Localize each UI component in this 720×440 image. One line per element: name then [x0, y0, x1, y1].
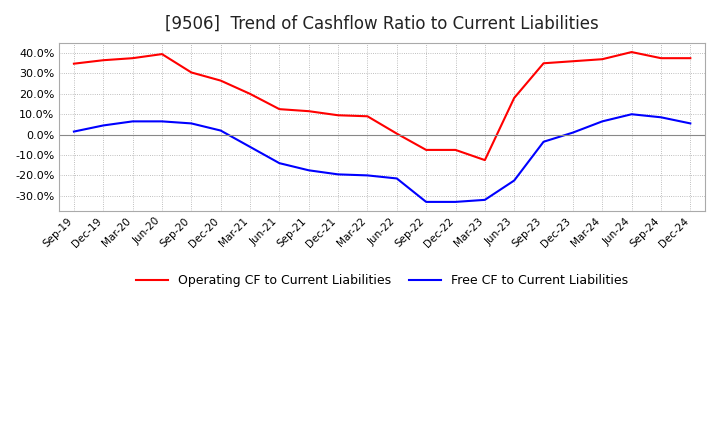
Free CF to Current Liabilities [686, 121, 695, 126]
Free CF to Current Liabilities [480, 197, 489, 202]
Free CF to Current Liabilities [451, 199, 460, 205]
Free CF to Current Liabilities [539, 139, 548, 144]
Free CF to Current Liabilities [627, 112, 636, 117]
Free CF to Current Liabilities [657, 115, 665, 120]
Operating CF to Current Liabilities [686, 55, 695, 61]
Operating CF to Current Liabilities [334, 113, 343, 118]
Free CF to Current Liabilities [128, 119, 137, 124]
Operating CF to Current Liabilities [422, 147, 431, 153]
Free CF to Current Liabilities [158, 119, 166, 124]
Title: [9506]  Trend of Cashflow Ratio to Current Liabilities: [9506] Trend of Cashflow Ratio to Curren… [166, 15, 599, 33]
Operating CF to Current Liabilities [510, 95, 518, 101]
Free CF to Current Liabilities [275, 161, 284, 166]
Line: Free CF to Current Liabilities: Free CF to Current Liabilities [74, 114, 690, 202]
Operating CF to Current Liabilities [480, 158, 489, 163]
Free CF to Current Liabilities [99, 123, 107, 128]
Free CF to Current Liabilities [334, 172, 343, 177]
Free CF to Current Liabilities [246, 144, 254, 150]
Operating CF to Current Liabilities [70, 61, 78, 66]
Operating CF to Current Liabilities [275, 106, 284, 112]
Operating CF to Current Liabilities [539, 61, 548, 66]
Operating CF to Current Liabilities [158, 51, 166, 57]
Operating CF to Current Liabilities [246, 91, 254, 96]
Operating CF to Current Liabilities [657, 55, 665, 61]
Free CF to Current Liabilities [363, 173, 372, 178]
Free CF to Current Liabilities [305, 168, 313, 173]
Operating CF to Current Liabilities [128, 55, 137, 61]
Operating CF to Current Liabilities [392, 131, 401, 136]
Operating CF to Current Liabilities [451, 147, 460, 153]
Operating CF to Current Liabilities [569, 59, 577, 64]
Free CF to Current Liabilities [598, 119, 606, 124]
Free CF to Current Liabilities [510, 178, 518, 183]
Free CF to Current Liabilities [187, 121, 196, 126]
Operating CF to Current Liabilities [627, 49, 636, 55]
Free CF to Current Liabilities [392, 176, 401, 181]
Free CF to Current Liabilities [422, 199, 431, 205]
Operating CF to Current Liabilities [598, 57, 606, 62]
Free CF to Current Liabilities [70, 129, 78, 134]
Operating CF to Current Liabilities [187, 70, 196, 75]
Legend: Operating CF to Current Liabilities, Free CF to Current Liabilities: Operating CF to Current Liabilities, Fre… [131, 269, 633, 292]
Operating CF to Current Liabilities [99, 58, 107, 63]
Free CF to Current Liabilities [216, 128, 225, 133]
Operating CF to Current Liabilities [216, 78, 225, 83]
Line: Operating CF to Current Liabilities: Operating CF to Current Liabilities [74, 52, 690, 160]
Free CF to Current Liabilities [569, 130, 577, 135]
Operating CF to Current Liabilities [305, 109, 313, 114]
Operating CF to Current Liabilities [363, 114, 372, 119]
